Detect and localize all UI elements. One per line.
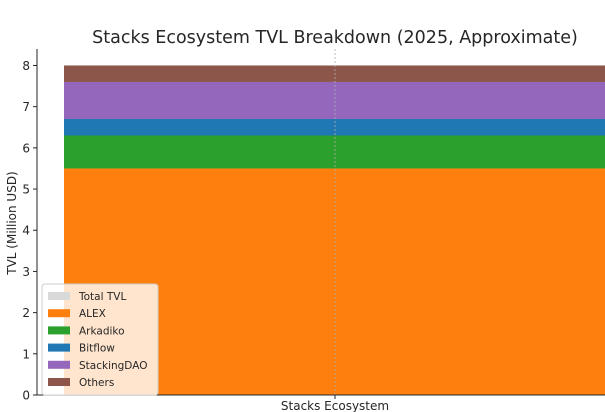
y-axis-label: TVL (Million USD) bbox=[5, 171, 19, 276]
x-tick-label: Stacks Ecosystem bbox=[281, 399, 389, 412]
legend-swatch-stackingdao bbox=[48, 360, 70, 369]
legend-label: StackingDAO bbox=[79, 360, 147, 372]
legend-swatch-alex bbox=[48, 309, 70, 318]
y-tick-label: 7 bbox=[22, 100, 30, 114]
y-tick-label: 8 bbox=[22, 59, 30, 73]
bar-segment-arkadiko bbox=[64, 135, 605, 169]
y-tick-label: 4 bbox=[22, 224, 30, 238]
legend-label: ALEX bbox=[79, 308, 106, 320]
chart-title: Stacks Ecosystem TVL Breakdown (2025, Ap… bbox=[92, 28, 578, 48]
legend-swatch-others bbox=[48, 378, 70, 386]
bar-segment-stackingdao bbox=[64, 81, 605, 120]
bar-segment-others bbox=[64, 65, 605, 82]
legend-swatch-total-tvl bbox=[48, 292, 70, 300]
y-tick-label: 2 bbox=[22, 306, 30, 320]
y-tick-label: 0 bbox=[22, 389, 30, 403]
y-tick-label: 5 bbox=[22, 183, 30, 197]
legend-label: Others bbox=[79, 377, 114, 389]
legend-label: Arkadiko bbox=[79, 325, 125, 337]
legend-label: Bitflow bbox=[79, 343, 115, 355]
bar-layer bbox=[64, 65, 605, 395]
y-tick-label: 6 bbox=[22, 141, 30, 155]
bar-segment-bitflow bbox=[64, 119, 605, 136]
y-tick-label: 3 bbox=[22, 265, 30, 279]
legend-swatch-arkadiko bbox=[48, 326, 70, 335]
y-tick-label: 1 bbox=[22, 347, 30, 361]
legend: Total TVL ALEX Arkadiko Bitflow StackingDAO O… bbox=[41, 283, 159, 396]
legend-box bbox=[41, 283, 159, 396]
legend-swatch-bitflow bbox=[48, 343, 70, 352]
legend-label: Total TVL bbox=[78, 291, 126, 303]
